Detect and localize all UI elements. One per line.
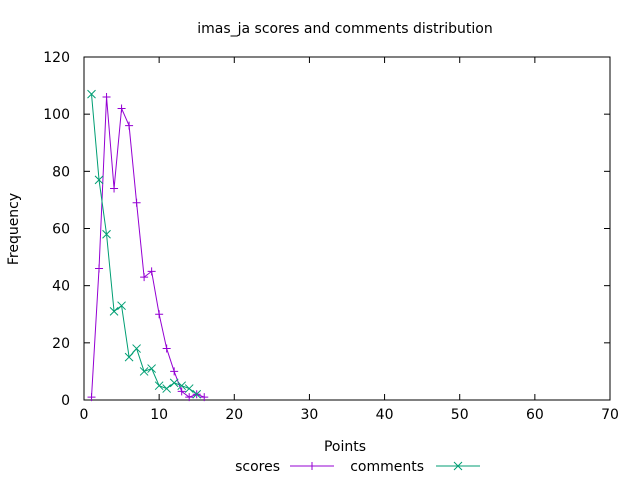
data-point-scores [87, 393, 96, 402]
data-point-comments [169, 378, 179, 388]
data-point-comments [154, 381, 164, 391]
data-point-comments [87, 89, 96, 99]
data-point-comments [132, 344, 141, 353]
data-point-scores [140, 273, 149, 282]
legend-marker-comments [453, 461, 463, 471]
y-tick-label: 0 [61, 393, 70, 409]
y-tick-label: 100 [43, 107, 70, 123]
data-point-comments [117, 301, 126, 311]
series-group [87, 89, 209, 402]
x-tick-label: 0 [80, 407, 89, 423]
legend-label-comments: comments [350, 459, 424, 475]
data-point-scores [185, 393, 194, 402]
data-point-scores [177, 387, 186, 396]
data-point-scores [117, 104, 126, 113]
chart-title: imas_ja scores and comments distribution [197, 21, 493, 37]
data-point-comments [124, 352, 134, 362]
legend-label-scores: scores [235, 459, 280, 475]
y-axis-label: Frequency [6, 193, 22, 265]
data-point-scores [110, 184, 119, 193]
data-point-comments [102, 229, 111, 239]
data-point-scores [147, 267, 156, 276]
series-line-comments [91, 94, 198, 395]
y-tick-label: 80 [52, 164, 70, 180]
data-point-scores [155, 310, 164, 319]
data-point-comments [162, 384, 172, 393]
data-point-comments [192, 389, 202, 399]
x-tick-label: 50 [451, 407, 469, 423]
data-point-scores [125, 121, 134, 130]
axis-ticks: 0 10 20 30 40 50 60 70 0 20 40 60 80 100 120 [43, 50, 619, 423]
series-line-scores [91, 96, 205, 398]
x-tick-label: 20 [225, 407, 243, 423]
x-tick-label: 60 [526, 407, 544, 423]
data-point-scores [162, 344, 171, 353]
data-point-comments [177, 381, 187, 391]
legend: scores comments [235, 459, 480, 475]
data-point-scores [132, 198, 141, 207]
data-point-comments [109, 307, 119, 316]
y-tick-label: 120 [43, 50, 70, 66]
data-point-scores [102, 93, 111, 102]
data-point-scores [95, 264, 104, 273]
series-scores [87, 93, 209, 402]
data-point-comments [139, 367, 149, 376]
y-tick-label: 40 [52, 279, 70, 295]
x-tick-label: 30 [301, 407, 319, 423]
series-comments [87, 89, 202, 399]
data-point-comments [184, 384, 194, 393]
x-tick-label: 70 [601, 407, 619, 423]
x-tick-label: 40 [376, 407, 394, 423]
legend-marker-scores [308, 462, 316, 470]
data-point-scores [170, 367, 179, 376]
x-tick-label: 10 [150, 407, 168, 423]
x-axis-label: Points [324, 439, 366, 455]
data-point-comments [147, 364, 156, 373]
data-point-scores [200, 393, 209, 402]
data-point-comments [94, 175, 104, 185]
y-tick-label: 20 [52, 336, 70, 352]
y-tick-label: 60 [52, 222, 70, 238]
